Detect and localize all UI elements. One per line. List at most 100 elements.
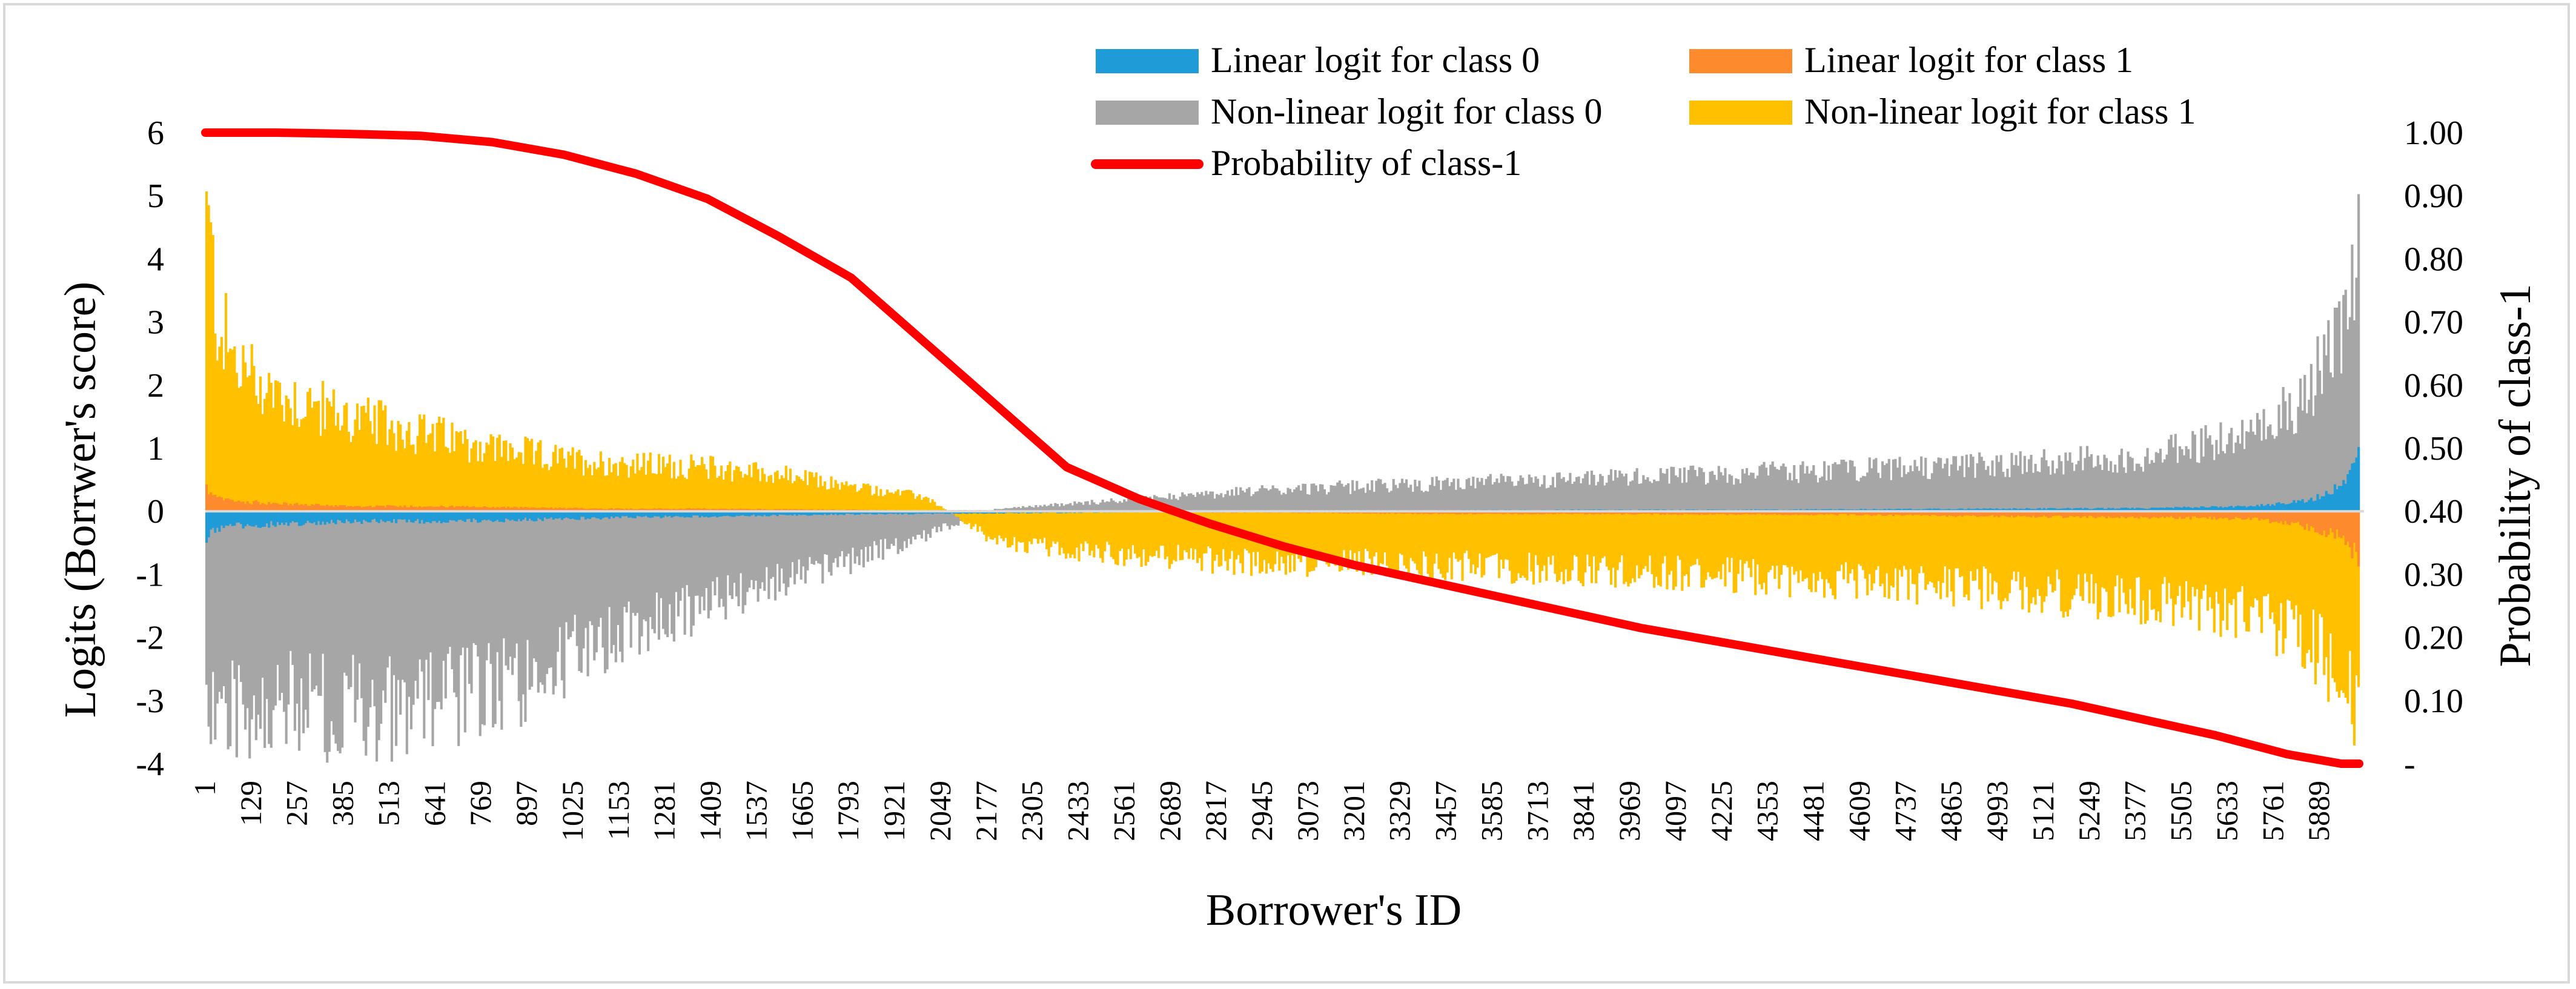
bar-nonlinear-class0 [1646, 477, 1649, 512]
bar-nonlinear-class0 [1988, 475, 1992, 512]
bar-nonlinear-class0 [1136, 502, 1139, 512]
bar-nonlinear-class1 [1000, 511, 1003, 538]
bar-nonlinear-class1 [1465, 511, 1468, 551]
bar-nonlinear-class1 [1941, 511, 1944, 583]
bar-linear-class0 [1959, 508, 1962, 512]
bar-linear-class0 [690, 511, 693, 518]
bar-nonlinear-class1 [1666, 511, 1669, 590]
bar-linear-class1 [1717, 511, 1720, 514]
bar-linear-class1 [2110, 511, 2113, 518]
bar-linear-class0 [657, 511, 661, 517]
bar-nonlinear-class0 [655, 511, 658, 593]
bar-linear-class1 [2066, 511, 2070, 518]
bar-nonlinear-class1 [830, 476, 833, 512]
bar-nonlinear-class0 [1678, 468, 1681, 512]
bar-nonlinear-class1 [462, 443, 465, 512]
bar-nonlinear-class1 [1004, 511, 1007, 538]
bar-linear-class1 [2215, 511, 2218, 520]
bar-linear-class1 [2230, 511, 2233, 520]
y-right-tick-label: 0.10 [2404, 683, 2463, 720]
bar-linear-class0 [254, 511, 257, 526]
bar-nonlinear-class0 [946, 511, 949, 526]
bar-nonlinear-class1 [1918, 511, 1921, 574]
bar-linear-class0 [1935, 508, 1938, 512]
bar-nonlinear-class1 [1286, 511, 1290, 555]
bar-linear-class1 [2129, 511, 2132, 517]
bar-linear-class1 [308, 506, 311, 512]
bar-nonlinear-class1 [2153, 511, 2156, 609]
bar-nonlinear-class1 [1528, 511, 1531, 553]
bar-linear-class0 [248, 511, 251, 526]
bar-nonlinear-class1 [521, 463, 525, 512]
bar-nonlinear-class1 [1105, 511, 1108, 542]
bar-nonlinear-class1 [423, 414, 426, 512]
bar-nonlinear-class0 [563, 511, 566, 699]
bar-linear-class0 [718, 511, 721, 517]
bar-nonlinear-class0 [1116, 503, 1119, 512]
bar-nonlinear-class1 [931, 499, 934, 512]
bar-nonlinear-class0 [2120, 448, 2123, 512]
bar-nonlinear-class0 [1415, 486, 1419, 512]
bar-nonlinear-class1 [304, 416, 307, 512]
bar-nonlinear-class0 [2297, 406, 2300, 512]
bar-nonlinear-class0 [462, 511, 465, 648]
bar-nonlinear-class1 [1764, 511, 1768, 595]
bar-nonlinear-class1 [2208, 511, 2211, 598]
bar-linear-class0 [2176, 507, 2179, 512]
bar-nonlinear-class1 [2068, 511, 2071, 610]
bar-nonlinear-class0 [313, 511, 316, 690]
bar-nonlinear-class1 [463, 429, 466, 512]
bar-nonlinear-class1 [394, 451, 398, 512]
bar-nonlinear-class1 [487, 445, 491, 512]
bar-linear-class0 [229, 511, 232, 524]
bar-linear-class1 [317, 504, 320, 512]
bar-linear-class0 [517, 511, 520, 519]
bar-nonlinear-class1 [1045, 511, 1048, 549]
bar-nonlinear-class1 [2015, 511, 2018, 581]
bar-nonlinear-class1 [998, 511, 1001, 536]
bar-nonlinear-class0 [599, 511, 603, 618]
bar-nonlinear-class0 [354, 511, 357, 723]
bar-linear-class0 [875, 511, 878, 515]
bar-nonlinear-class0 [1782, 463, 1785, 512]
bar-nonlinear-class1 [1454, 511, 1457, 559]
bar-nonlinear-class0 [1756, 475, 1759, 512]
bar-nonlinear-class1 [1108, 511, 1111, 545]
bar-linear-class1 [1368, 511, 1371, 514]
bar-nonlinear-class1 [2036, 511, 2039, 589]
bar-nonlinear-class0 [1185, 496, 1188, 512]
bar-nonlinear-class0 [1677, 477, 1680, 512]
bar-nonlinear-class0 [905, 511, 909, 548]
bar-nonlinear-class0 [1543, 475, 1546, 512]
bar-linear-class0 [2219, 506, 2222, 512]
bar-nonlinear-class1 [2197, 511, 2201, 631]
bar-nonlinear-class1 [412, 444, 415, 512]
bar-nonlinear-class0 [1588, 485, 1591, 512]
bar-nonlinear-class0 [1360, 488, 1363, 512]
bar-linear-class1 [1795, 511, 1798, 515]
bar-linear-class0 [2357, 447, 2360, 512]
bar-nonlinear-class1 [1648, 511, 1652, 556]
bar-nonlinear-class0 [2193, 434, 2196, 512]
bar-nonlinear-class1 [554, 445, 557, 512]
bar-nonlinear-class0 [640, 511, 643, 637]
bar-nonlinear-class1 [1362, 511, 1365, 575]
bar-nonlinear-class1 [268, 372, 271, 512]
bar-nonlinear-class1 [679, 460, 682, 512]
bar-linear-class1 [2217, 511, 2220, 519]
bar-nonlinear-class1 [280, 405, 283, 512]
bar-linear-class1 [386, 504, 389, 512]
bar-nonlinear-class0 [886, 511, 889, 549]
bar-nonlinear-class1 [1506, 511, 1509, 560]
bar-linear-class0 [2172, 508, 2175, 512]
bar-nonlinear-class0 [1624, 473, 1627, 512]
bar-linear-class1 [2355, 511, 2358, 552]
bar-nonlinear-class0 [1323, 489, 1326, 512]
bar-nonlinear-class0 [1784, 466, 1787, 512]
x-tick-label: 5633 [2210, 781, 2244, 841]
bar-linear-class1 [210, 492, 213, 512]
bar-nonlinear-class1 [744, 474, 747, 512]
bar-nonlinear-class1 [1993, 511, 1996, 581]
bar-nonlinear-class1 [1683, 511, 1686, 576]
bar-nonlinear-class1 [1995, 511, 1998, 583]
